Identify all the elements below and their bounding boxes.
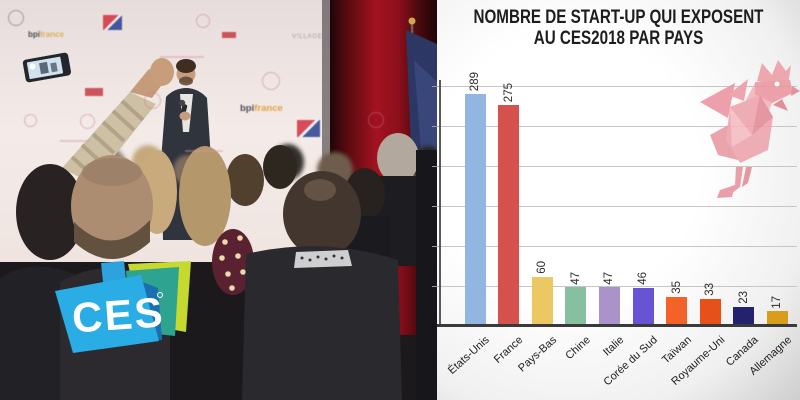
bar-italie	[598, 287, 620, 325]
raised-arm-with-phone	[22, 52, 174, 184]
flower-logo-icon	[8, 10, 24, 26]
value-label: 275	[502, 82, 515, 102]
gridline-200	[439, 166, 797, 167]
gridline-50	[439, 286, 797, 287]
circle-logo-icon	[24, 114, 37, 127]
bald-head	[71, 155, 153, 259]
gridline-250	[439, 126, 797, 127]
gridline-300	[439, 86, 797, 87]
red-banner-logo	[85, 88, 103, 96]
circle-logo-icon	[144, 92, 161, 109]
french-tech-logo-icon	[103, 15, 122, 30]
ces-logo: CES	[55, 261, 191, 353]
bar-etats-unis	[464, 93, 486, 325]
bar-allemagne	[766, 311, 788, 325]
chart-title: NOMBRE DE START-UP QUI EXPOSENT AU CES20…	[473, 7, 764, 49]
chart-panel-background	[437, 0, 800, 400]
gridline-100	[439, 246, 797, 247]
bar-group-allemagne: 17 Allemagne	[748, 296, 795, 378]
chart-title-line2: AU CES2018 PAR PAYS	[533, 28, 704, 49]
bar-france	[498, 105, 520, 325]
france-text: france	[254, 103, 283, 114]
chart-title-line1: NOMBRE DE START-UP QUI EXPOSENT	[473, 7, 764, 28]
value-label: 33	[704, 282, 717, 296]
blonde-long-hair	[179, 146, 231, 246]
village-logo: V!LLAGE	[292, 33, 323, 40]
bpi-text: bpi	[28, 30, 40, 39]
bpifrance-logo-top: bpifrance	[28, 30, 64, 39]
circle-logo-icon	[196, 14, 210, 28]
bar-coree-du-sud	[632, 288, 654, 325]
circle-logo-icon	[262, 72, 280, 90]
circle-logo-icon	[368, 112, 384, 128]
bar-pays-bas	[531, 277, 553, 325]
bar-chine	[565, 287, 587, 325]
value-label: 46	[637, 272, 649, 286]
value-label: 60	[536, 261, 549, 274]
lanyard	[294, 250, 352, 268]
origami-rooster-icon	[700, 60, 800, 198]
value-label: 47	[603, 271, 616, 285]
bar-group-coree-du-sud: 46 Corée du Sud	[602, 272, 660, 388]
nouvelle-aquitaine-logo	[222, 32, 236, 38]
bpi-text: bpi	[240, 103, 255, 114]
bar-group-canada: 23 Canada	[724, 291, 761, 369]
bar-canada	[733, 306, 755, 325]
ces-logo-text: CES	[70, 288, 165, 341]
bar-group-taiwan: 35 Taïwan	[660, 281, 694, 366]
smartphone-icon	[22, 52, 72, 83]
audience-foreground	[0, 133, 440, 400]
value-label: 17	[771, 295, 784, 309]
gridline-150	[439, 206, 797, 207]
value-label: 289	[469, 71, 481, 91]
bar-group-france: 275 France	[492, 83, 525, 366]
bpifrance-logo-mid: bpifrance	[240, 103, 283, 114]
conference-photo: CES bpifrance bpifrance V!LLAGE	[0, 0, 444, 400]
gray-haired-head	[377, 133, 419, 183]
center-foreground-man	[242, 171, 402, 400]
microphone-icon	[178, 99, 191, 121]
bar-group-pays-bas: 60 Pays-Bas	[516, 261, 559, 374]
circle-logo-icon	[80, 114, 95, 129]
bar-group-italie: 47 Italie	[598, 272, 626, 358]
y-axis-line	[439, 80, 441, 325]
france-text: france	[40, 30, 65, 39]
dark-haired-head	[16, 164, 84, 260]
value-label: 35	[670, 281, 683, 294]
value-label: 23	[737, 290, 750, 304]
value-label: 47	[569, 271, 582, 285]
x-axis-line	[437, 324, 797, 327]
polka-dot-scarf	[212, 229, 254, 295]
french-tech-logo-icon	[297, 120, 320, 137]
bar-royaume-uni	[699, 298, 721, 325]
photo-scene: CES	[0, 0, 444, 400]
bar-group-royaume-uni: 33 Royaume-Uni	[669, 283, 727, 388]
bar-group-chine: 47 Chine	[563, 272, 592, 363]
bar-taiwan	[666, 297, 688, 325]
bar-group-etats-unis: 289 États-Unis	[446, 72, 492, 377]
